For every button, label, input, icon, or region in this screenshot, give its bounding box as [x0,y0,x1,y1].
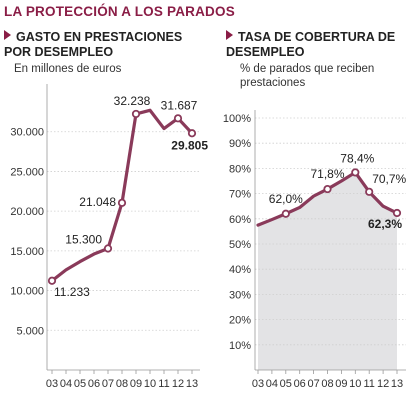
y-tick-label: 30% [229,289,251,301]
x-tick-label: 03 [252,378,264,390]
x-tick-label: 09 [335,378,347,390]
data-label: 32.238 [114,94,151,108]
data-label: 71,8% [310,167,344,181]
y-tick-label: 60% [229,214,251,226]
data-label: 78,4% [340,151,374,165]
data-label: 11.233 [54,285,90,299]
y-tick-label: 40% [229,264,251,276]
y-tick-label: 100% [223,113,251,125]
data-point [131,109,141,119]
y-tick-label: 30.000 [10,127,44,139]
x-tick-label: 13 [186,378,198,390]
y-tick-label: 20% [229,315,251,327]
y-tick-label: 10% [229,340,251,352]
x-tick-label: 03 [46,378,58,390]
y-tick-label: 80% [229,163,251,175]
y-tick-label: 15.000 [10,246,44,258]
y-tick-label: 50% [229,239,251,251]
data-label: 62,3% [368,217,402,231]
data-point [323,184,332,194]
x-tick-label: 11 [158,378,169,390]
y-tick-label: 70% [229,189,251,201]
x-tick-label: 07 [102,378,114,390]
series-line [50,108,194,283]
x-tick-label: 05 [280,378,292,390]
data-point [187,129,197,138]
right-chart-subtitle: % de parados que reciben prestaciones [240,63,375,89]
x-tick-label: 10 [144,378,156,390]
area-fill [258,172,397,370]
x-tick-label: 06 [294,378,306,390]
x-tick-label: 13 [391,378,403,390]
x-tick-label: 07 [307,378,319,390]
x-tick-label: 09 [130,378,142,390]
left-chart-title: GASTO EN PRESTACIONES POR DESEMPLEO [4,30,204,60]
data-point [173,114,183,123]
y-tick-label: 90% [229,138,251,150]
y-tick-label: 20.000 [10,206,44,218]
left-chart-subtitle: En millones de euros [14,63,122,75]
x-tick-label: 12 [377,378,389,390]
data-point [281,209,290,218]
x-tick-label: 04 [266,378,278,390]
data-point [351,168,360,177]
x-tick-label: 06 [88,378,100,390]
data-label: 15.300 [65,232,102,246]
x-tick-label: 11 [363,378,374,390]
x-tick-label: 08 [321,378,333,390]
data-label: 70,7% [372,172,406,186]
y-tick-label: 25.000 [10,166,44,178]
y-tick-label: 10.000 [10,286,44,298]
data-point [117,198,127,207]
data-label: 62,0% [269,192,303,206]
data-label: 21.048 [79,195,116,209]
right-chart: 10%20%30%40%50%60%70%80%90%100%03 04 05 06 0… [223,110,407,390]
triangle-bullet-icon [4,30,11,40]
x-tick-label: 12 [172,378,184,390]
right-chart-title: TASA DE COBERTURA DE DESEMPLEO [226,30,411,60]
left-chart-title-text: GASTO EN PRESTACIONES POR DESEMPLEO [4,30,183,59]
x-tick-label: 08 [116,378,128,390]
x-tick-label: 04 [60,378,72,390]
data-point [365,187,374,196]
data-point [47,276,57,285]
data-label: 31.687 [161,98,198,112]
triangle-bullet-icon [226,30,233,40]
right-chart-title-text: TASA DE COBERTURA DE DESEMPLEO [226,30,396,59]
data-point [103,244,113,253]
x-tick-label: 10 [349,378,361,390]
data-point [392,208,402,218]
x-tick-label: 05 [74,378,86,390]
y-tick-label: 5.000 [16,325,44,337]
data-label: 29.805 [171,138,208,152]
main-title: LA PROTECCIÓN A LOS PARADOS [4,4,235,19]
